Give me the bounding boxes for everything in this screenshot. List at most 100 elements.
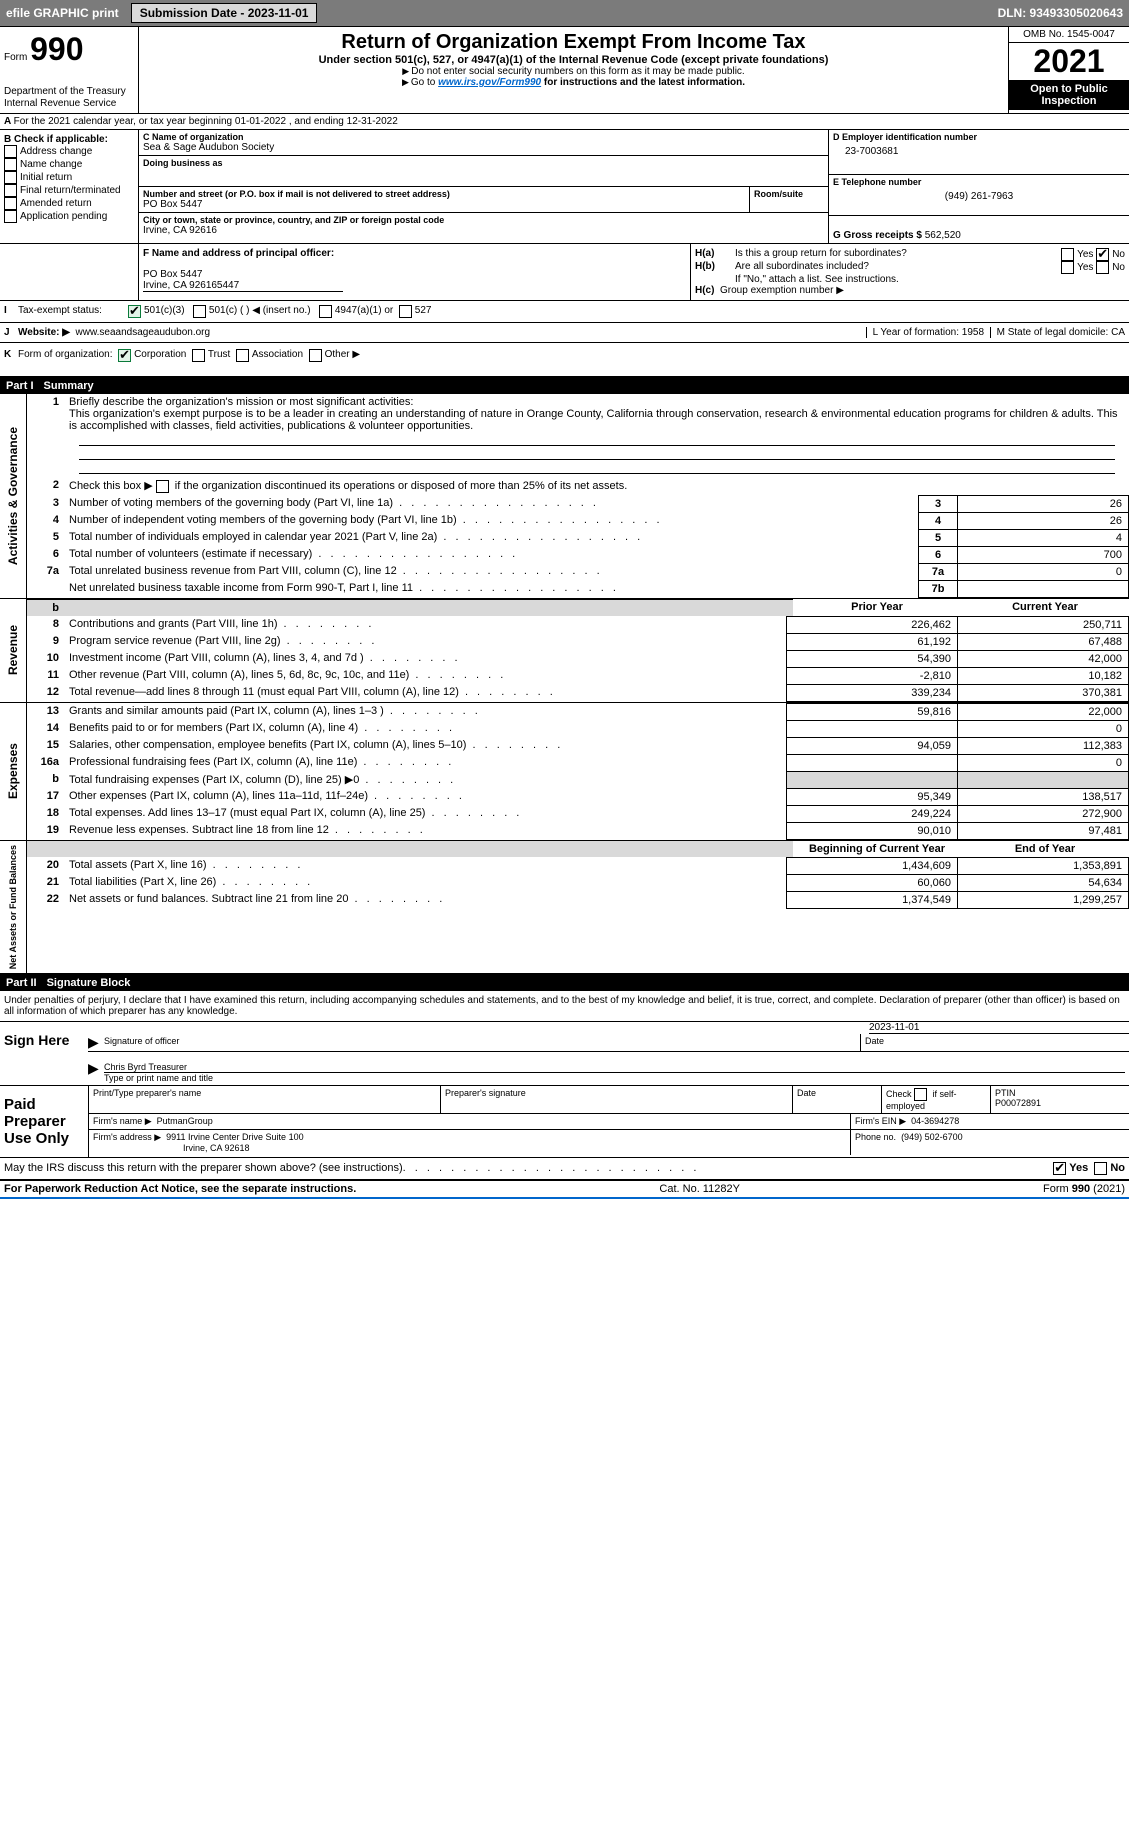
- name-change-checkbox[interactable]: [4, 158, 17, 171]
- firm-name-value: PutmanGroup: [157, 1116, 213, 1126]
- hb-yes-checkbox[interactable]: [1061, 261, 1074, 274]
- 501c-checkbox[interactable]: [193, 305, 206, 318]
- 4947-checkbox[interactable]: [319, 305, 332, 318]
- section-exp: Expenses 13 Grants and similar amounts p…: [0, 703, 1129, 841]
- table-row: 20 Total assets (Part X, line 16) 1,434,…: [27, 857, 1129, 874]
- prep-sig-label: Preparer's signature: [441, 1086, 793, 1113]
- omb-label: OMB No. 1545-0047: [1009, 27, 1129, 43]
- k-label: Form of organization:: [18, 349, 113, 362]
- ha-no: No: [1112, 249, 1125, 260]
- k-opt1: Trust: [208, 349, 230, 362]
- self-employed-checkbox[interactable]: [914, 1088, 927, 1101]
- firm-addr1: 9911 Irvine Center Drive Suite 100: [166, 1132, 303, 1142]
- section-rev: Revenue b Prior Year Current Year 8 Cont…: [0, 599, 1129, 703]
- part1-header: Part I Summary: [0, 378, 1129, 394]
- discuss-no-checkbox[interactable]: [1094, 1162, 1107, 1175]
- trust-checkbox[interactable]: [192, 349, 205, 362]
- part2-header: Part II Signature Block: [0, 975, 1129, 991]
- table-row: 18 Total expenses. Add lines 13–17 (must…: [27, 805, 1129, 822]
- ptin-label: PTIN: [995, 1088, 1125, 1098]
- part1-title: Summary: [44, 380, 94, 392]
- section-net: Net Assets or Fund Balances Beginning of…: [0, 841, 1129, 975]
- dln-label: DLN: 93493305020643: [998, 6, 1123, 20]
- application-pending-checkbox[interactable]: [4, 210, 17, 223]
- f-addr2: Irvine, CA 926165447: [143, 280, 343, 292]
- k-opt0: Corporation: [134, 349, 186, 362]
- firm-phone-value: (949) 502-6700: [901, 1132, 963, 1142]
- addr-change-checkbox[interactable]: [4, 145, 17, 158]
- footer-form: Form: [1043, 1183, 1072, 1195]
- firm-ein-label: Firm's EIN ▶: [855, 1116, 906, 1126]
- initial-return-checkbox[interactable]: [4, 171, 17, 184]
- line-i: I Tax-exempt status: 501(c)(3) 501(c) ( …: [0, 301, 1129, 323]
- j-label: Website: ▶: [18, 327, 70, 338]
- prep-name-label: Print/Type preparer's name: [89, 1086, 441, 1113]
- table-row: 12 Total revenue—add lines 8 through 11 …: [27, 684, 1129, 701]
- ha-no-checkbox[interactable]: [1096, 248, 1109, 261]
- sign-here-label: Sign Here: [0, 1022, 88, 1085]
- ein-value: 23-7003681: [833, 142, 1125, 157]
- section-gov: Activities & Governance 1 Briefly descri…: [0, 394, 1129, 599]
- footer-rule: [0, 1197, 1129, 1199]
- footer-left: For Paperwork Reduction Act Notice, see …: [4, 1183, 356, 1195]
- form-label: Form: [4, 52, 27, 63]
- b-label: B Check if applicable:: [4, 134, 108, 145]
- discuss-yes-checkbox[interactable]: [1053, 1162, 1066, 1175]
- discuss-no: No: [1110, 1162, 1125, 1175]
- section-fh: F Name and address of principal officer:…: [0, 244, 1129, 301]
- g-receipts-label: G Gross receipts $: [833, 230, 922, 241]
- table-row: 16a Professional fundraising fees (Part …: [27, 754, 1129, 771]
- form-title: Return of Organization Exempt From Incom…: [143, 31, 1004, 54]
- b-opt-4: Amended return: [20, 198, 92, 209]
- 527-checkbox[interactable]: [399, 305, 412, 318]
- assoc-checkbox[interactable]: [236, 349, 249, 362]
- table-row: 14 Benefits paid to or for members (Part…: [27, 720, 1129, 737]
- submission-date-button[interactable]: Submission Date - 2023-11-01: [131, 3, 318, 23]
- tax-year: 2021: [1009, 43, 1129, 80]
- b-opt-3: Final return/terminated: [20, 185, 121, 196]
- d-ein-label: D Employer identification number: [833, 132, 1125, 142]
- b-opt-5: Application pending: [20, 211, 107, 222]
- hb-no-checkbox[interactable]: [1096, 261, 1109, 274]
- section-bcdeg: B Check if applicable: Address change Na…: [0, 130, 1129, 244]
- line-k: K Form of organization: Corporation Trus…: [0, 343, 1129, 378]
- q1-text: This organization's exempt purpose is to…: [69, 408, 1118, 432]
- final-return-checkbox[interactable]: [4, 184, 17, 197]
- 501c3-checkbox[interactable]: [128, 305, 141, 318]
- officer-name-title: Chris Byrd Treasurer: [104, 1062, 1125, 1073]
- q2-checkbox[interactable]: [156, 480, 169, 493]
- other-checkbox[interactable]: [309, 349, 322, 362]
- firm-addr2: Irvine, CA 92618: [93, 1143, 250, 1153]
- discuss-yes: Yes: [1069, 1162, 1088, 1175]
- line-j: J Website: ▶ www.seaandsageaudubon.org L…: [0, 323, 1129, 343]
- curr-year-header: Current Year: [961, 599, 1129, 616]
- org-name: Sea & Sage Audubon Society: [143, 142, 824, 153]
- city-label: City or town, state or province, country…: [143, 215, 824, 225]
- form-sub1: Under section 501(c), 527, or 4947(a)(1)…: [143, 54, 1004, 66]
- table-row: 17 Other expenses (Part IX, column (A), …: [27, 788, 1129, 805]
- ha-yes-checkbox[interactable]: [1061, 248, 1074, 261]
- paid-preparer-block: Paid Preparer Use Only Print/Type prepar…: [0, 1086, 1129, 1158]
- penalty-text: Under penalties of perjury, I declare th…: [0, 991, 1129, 1022]
- side-gov: Activities & Governance: [4, 423, 22, 569]
- corp-checkbox[interactable]: [118, 349, 131, 362]
- amended-return-checkbox[interactable]: [4, 197, 17, 210]
- hb-no: No: [1112, 262, 1125, 273]
- table-row: 15 Salaries, other compensation, employe…: [27, 737, 1129, 754]
- form-sub2: Do not enter social security numbers on …: [143, 66, 1004, 77]
- i-opt4: 527: [415, 305, 432, 318]
- ha-yes: Yes: [1077, 249, 1093, 260]
- city-value: Irvine, CA 92616: [143, 225, 824, 236]
- beg-year-header: Beginning of Current Year: [793, 841, 961, 857]
- table-row: b Total fundraising expenses (Part IX, c…: [27, 771, 1129, 788]
- firm-ein-value: 04-3694278: [911, 1116, 959, 1126]
- street-value: PO Box 5447: [143, 199, 745, 210]
- line-a-text: For the 2021 calendar year, or tax year …: [14, 116, 398, 127]
- b-opt-1: Name change: [20, 159, 82, 170]
- l-label: L Year of formation:: [873, 327, 959, 338]
- irs-link[interactable]: www.irs.gov/Form990: [438, 77, 541, 88]
- dept-label: Department of the Treasury: [4, 86, 134, 97]
- gross-receipts: 562,520: [925, 230, 961, 241]
- side-exp: Expenses: [4, 739, 22, 803]
- room-label: Room/suite: [754, 189, 824, 199]
